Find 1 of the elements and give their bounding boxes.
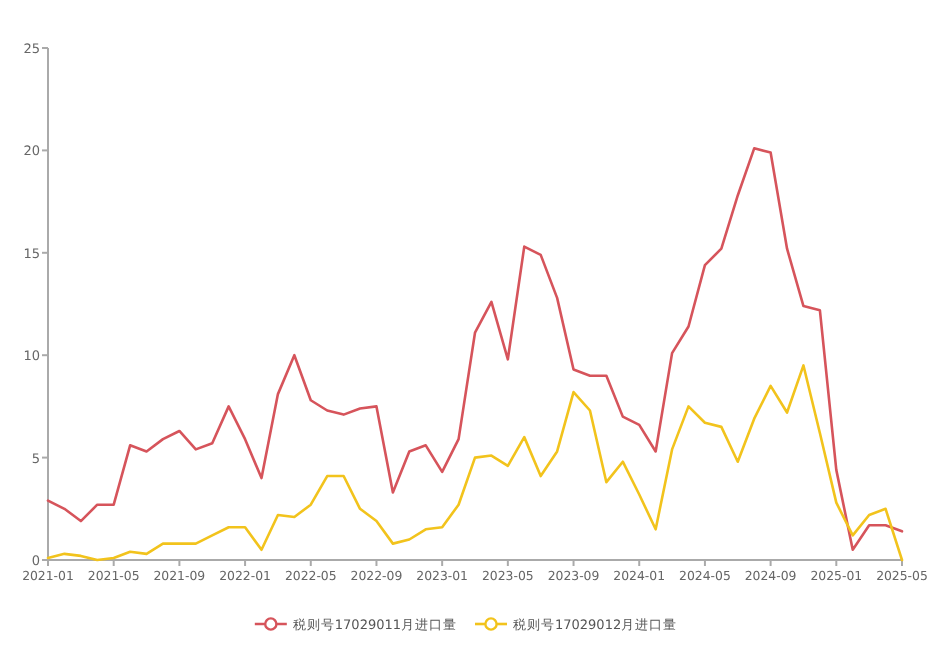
line-series: [46, 147, 904, 552]
